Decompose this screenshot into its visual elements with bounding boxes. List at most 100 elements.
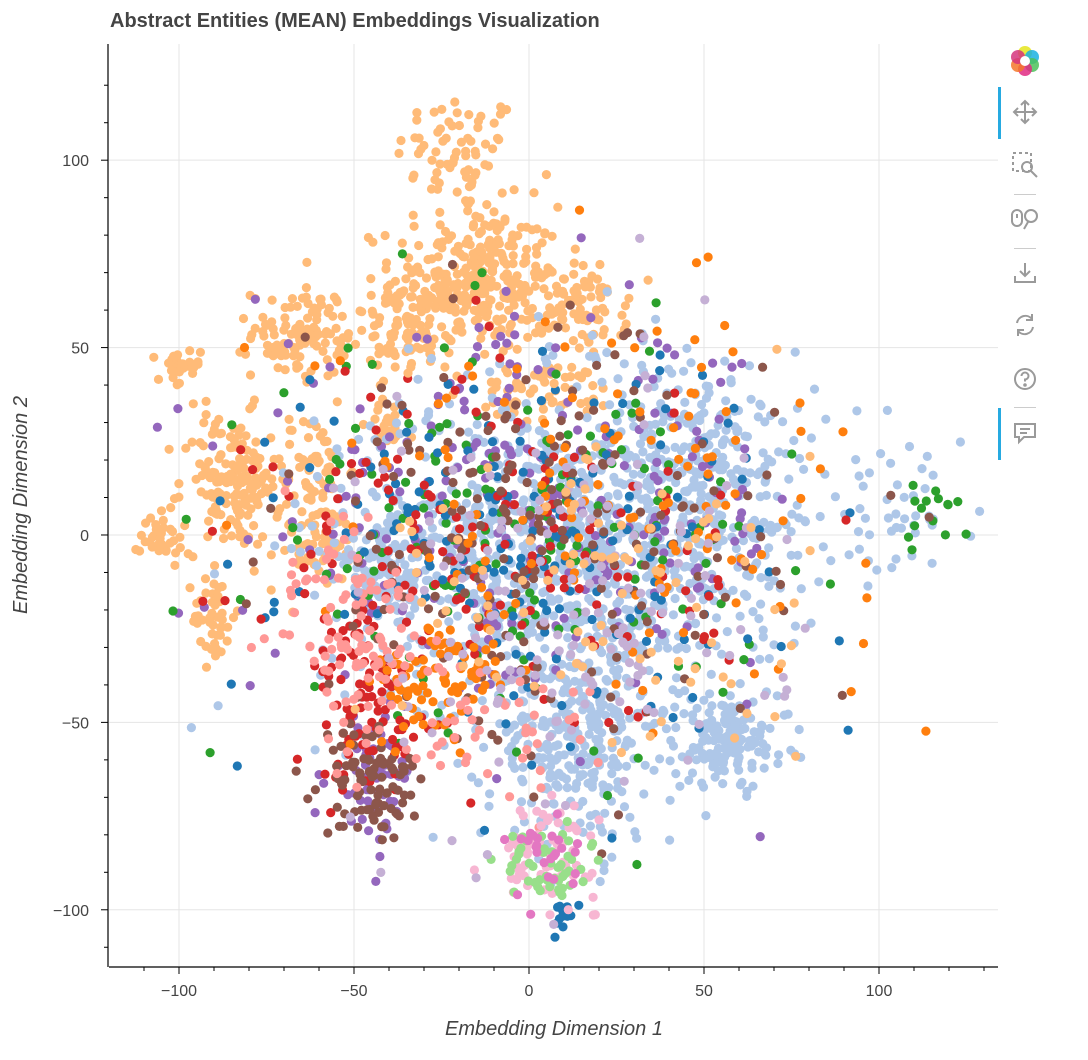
data-point[interactable] [671, 477, 681, 488]
data-point[interactable] [637, 601, 647, 611]
data-point[interactable] [151, 520, 161, 530]
data-point[interactable] [854, 471, 864, 481]
data-point[interactable] [574, 343, 585, 353]
data-point[interactable] [611, 409, 621, 419]
data-point[interactable] [533, 365, 543, 375]
data-point[interactable] [625, 713, 635, 723]
data-point[interactable] [473, 314, 483, 324]
data-point[interactable] [285, 302, 296, 312]
data-point[interactable] [419, 480, 429, 490]
data-point[interactable] [251, 473, 261, 483]
data-point[interactable] [586, 717, 596, 728]
data-point[interactable] [402, 641, 412, 652]
data-point[interactable] [371, 544, 381, 554]
data-point[interactable] [251, 437, 261, 447]
data-point[interactable] [495, 222, 505, 232]
data-point[interactable] [295, 352, 305, 362]
data-point[interactable] [230, 498, 240, 508]
data-point[interactable] [720, 752, 730, 762]
data-point[interactable] [405, 652, 415, 662]
data-point[interactable] [689, 554, 699, 564]
data-point[interactable] [352, 782, 362, 792]
data-point[interactable] [709, 486, 719, 496]
data-point[interactable] [463, 705, 473, 715]
data-point[interactable] [594, 735, 604, 745]
data-point[interactable] [491, 452, 501, 462]
data-point[interactable] [430, 175, 440, 185]
data-point[interactable] [270, 648, 280, 658]
data-point[interactable] [589, 405, 599, 415]
data-point[interactable] [635, 654, 645, 664]
data-point[interactable] [337, 779, 347, 789]
data-point[interactable] [394, 811, 404, 821]
data-point[interactable] [587, 330, 597, 340]
data-point[interactable] [253, 500, 263, 510]
data-point[interactable] [355, 468, 365, 478]
data-point[interactable] [760, 690, 770, 701]
data-point[interactable] [195, 438, 205, 448]
data-point[interactable] [636, 588, 646, 598]
data-point[interactable] [540, 354, 550, 364]
data-point[interactable] [624, 280, 634, 290]
data-point[interactable] [678, 512, 688, 522]
data-point[interactable] [491, 559, 501, 569]
data-point[interactable] [268, 462, 278, 472]
data-point[interactable] [786, 527, 796, 537]
data-point[interactable] [171, 548, 181, 558]
data-point[interactable] [527, 760, 537, 770]
data-point[interactable] [399, 737, 409, 747]
data-point[interactable] [882, 405, 893, 415]
data-point[interactable] [483, 769, 493, 779]
data-point[interactable] [239, 342, 250, 353]
data-point[interactable] [556, 670, 566, 680]
data-point[interactable] [721, 396, 731, 406]
data-point[interactable] [320, 665, 330, 675]
data-point[interactable] [477, 268, 487, 278]
data-point[interactable] [623, 572, 633, 582]
data-point[interactable] [596, 561, 607, 572]
data-point[interactable] [728, 347, 738, 357]
data-point[interactable] [349, 730, 359, 740]
data-point[interactable] [384, 432, 395, 442]
data-point[interactable] [342, 747, 352, 757]
data-point[interactable] [168, 373, 178, 383]
data-point[interactable] [584, 729, 594, 740]
data-point[interactable] [340, 690, 350, 700]
data-point[interactable] [669, 408, 679, 418]
data-point[interactable] [248, 465, 258, 475]
data-point[interactable] [886, 490, 896, 500]
data-point[interactable] [855, 504, 865, 514]
data-point[interactable] [575, 756, 585, 767]
data-point[interactable] [229, 491, 239, 501]
data-point[interactable] [731, 435, 741, 445]
data-point[interactable] [547, 831, 557, 841]
data-point[interactable] [295, 462, 305, 472]
data-point[interactable] [554, 750, 564, 761]
data-point[interactable] [390, 362, 400, 372]
data-point[interactable] [438, 547, 448, 557]
data-point[interactable] [447, 836, 457, 846]
data-point[interactable] [493, 695, 503, 705]
data-point[interactable] [560, 442, 570, 453]
data-point[interactable] [576, 373, 587, 383]
data-point[interactable] [562, 783, 572, 793]
data-point[interactable] [222, 478, 232, 488]
data-point[interactable] [550, 932, 560, 942]
data-point[interactable] [435, 760, 446, 771]
data-point[interactable] [582, 413, 592, 423]
data-point[interactable] [602, 347, 612, 358]
data-point[interactable] [772, 691, 782, 701]
data-point[interactable] [243, 535, 253, 545]
data-point[interactable] [572, 839, 583, 849]
data-point[interactable] [505, 665, 515, 675]
data-point[interactable] [467, 772, 477, 782]
data-point[interactable] [542, 605, 552, 616]
data-point[interactable] [450, 97, 460, 107]
data-point[interactable] [208, 441, 218, 451]
data-point[interactable] [507, 235, 517, 245]
data-point[interactable] [602, 628, 612, 638]
data-point[interactable] [591, 442, 601, 452]
data-point[interactable] [516, 843, 526, 853]
data-point[interactable] [390, 747, 400, 757]
data-point[interactable] [725, 691, 735, 701]
